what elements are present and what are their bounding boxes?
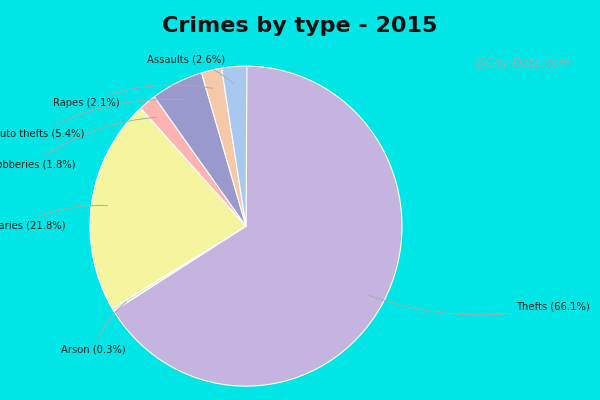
Text: Auto thefts (5.4%): Auto thefts (5.4%) — [0, 99, 182, 139]
Text: Thefts (66.1%): Thefts (66.1%) — [369, 295, 590, 315]
Wedge shape — [140, 97, 246, 226]
Wedge shape — [112, 226, 246, 311]
Text: Robberies (1.8%): Robberies (1.8%) — [0, 117, 157, 170]
Wedge shape — [221, 66, 247, 226]
Text: Rapes (2.1%): Rapes (2.1%) — [53, 85, 213, 108]
Text: Assaults (2.6%): Assaults (2.6%) — [147, 55, 233, 84]
Text: Arson (0.3%): Arson (0.3%) — [61, 302, 127, 354]
Wedge shape — [114, 66, 402, 386]
Text: @City-Data.com: @City-Data.com — [474, 58, 570, 70]
Wedge shape — [90, 108, 246, 308]
Wedge shape — [154, 73, 246, 226]
Text: Crimes by type - 2015: Crimes by type - 2015 — [163, 16, 437, 36]
Text: Burglaries (21.8%): Burglaries (21.8%) — [0, 206, 107, 231]
Wedge shape — [202, 68, 246, 226]
